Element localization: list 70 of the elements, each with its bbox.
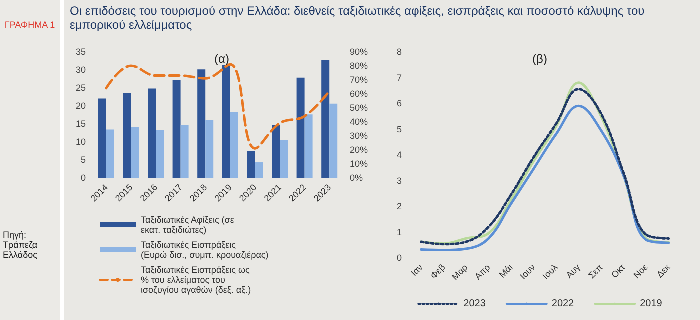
legend-label: 2022: [552, 298, 575, 310]
x-tick-label: Αυγ: [564, 262, 583, 280]
bar: [272, 125, 280, 178]
y2-tick-label: 0%: [350, 173, 364, 183]
x-tick-label: Οκτ: [610, 262, 628, 280]
legend-label: Ταξιδιωτικές Εισπράξεις ως % του ελλείματος του ισοζυγίου αγαθών (δεξ. αξ.): [141, 265, 252, 295]
y2-tick-label: 10%: [350, 159, 368, 169]
legend-label: Ταξιδιωτικές Αφίξεις (σε εκατ. ταξιδιώτες): [141, 215, 237, 235]
bar: [255, 162, 264, 178]
y2-tick-label: 90%: [350, 47, 368, 57]
bar: [280, 140, 288, 178]
x-tick-label: Σεπ: [586, 262, 605, 281]
x-tick-label: Νοε: [632, 262, 650, 280]
chart-title: (β): [532, 52, 548, 66]
bar: [156, 130, 164, 178]
x-tick-label: Φεβ: [428, 262, 448, 282]
legend-label: 2023: [464, 298, 486, 310]
y-tick-label: 0: [80, 173, 86, 183]
x-tick-label: Ιουλ: [540, 262, 560, 282]
y2-tick-label: 50%: [350, 103, 368, 113]
y-tick-label: 4: [396, 150, 402, 160]
y-tick-label: 7: [396, 72, 402, 83]
x-tick-label: Δεκ: [654, 262, 673, 280]
y2-tick-label: 70%: [350, 75, 368, 85]
y2-tick-label: 20%: [350, 145, 368, 155]
y-tick-label: 1: [396, 227, 402, 238]
chart-title: Οι επιδόσεις του τουρισμού στην Ελλάδα: διεθνείς ταξιδιωτικές αφίξεις, εισπράξεις και ποσοστό κάλυψης του εμπορικού ελλείμματος: [70, 4, 646, 32]
bar: [148, 88, 156, 178]
bar: [304, 114, 313, 178]
bar: [322, 60, 330, 178]
bar: [230, 112, 238, 178]
x-tick-label: Μάι: [497, 262, 515, 280]
y2-tick-label: 30%: [350, 131, 368, 141]
y-tick-label: 15: [76, 119, 86, 129]
y2-tick-label: 60%: [350, 89, 368, 99]
y-tick-label: 6: [396, 98, 402, 108]
y-tick-label: 30: [76, 65, 86, 75]
x-tick-label: Μαρ: [450, 262, 470, 282]
y2-tick-label: 80%: [350, 61, 368, 71]
legend-label: Ταξιδιωτικές Εισπράξεις (Ευρώ δισ., συμπ. κρουαζιέρας): [141, 240, 269, 260]
bar: [172, 80, 181, 178]
y-tick-label: 20: [76, 101, 86, 111]
bar: [296, 78, 305, 178]
bar: [131, 127, 140, 178]
bar: [180, 125, 189, 178]
y-tick-label: 25: [76, 83, 86, 93]
y2-tick-label: 40%: [350, 117, 368, 127]
y-tick-label: 0: [396, 253, 402, 263]
y-tick-label: 3: [396, 176, 402, 186]
legend-label: 2019: [640, 298, 663, 310]
bar: [222, 65, 230, 178]
bar: [330, 104, 338, 178]
bar: [106, 130, 114, 178]
y-tick-label: 35: [76, 47, 86, 57]
x-tick-label: Απρ: [472, 262, 492, 282]
y-tick-label: 2: [396, 202, 402, 212]
bar: [123, 93, 132, 178]
bar: [198, 70, 206, 178]
x-tick-label: Ιουν: [518, 262, 538, 282]
chart-subtitle: (α): [214, 52, 230, 66]
y-tick-label: 8: [396, 47, 402, 57]
y-tick-label: 5: [80, 155, 86, 165]
text: Πηγή: Τράπεζα Ελλάδος: [3, 230, 39, 260]
y-tick-label: 5: [396, 124, 402, 134]
x-tick-label: Ιαν: [409, 262, 426, 278]
bar: [98, 98, 106, 178]
bar: [247, 151, 256, 178]
text: ΓΡΑΦΗΜΑ 1: [4, 20, 56, 30]
bar: [206, 120, 214, 178]
y-tick-label: 10: [76, 137, 86, 147]
